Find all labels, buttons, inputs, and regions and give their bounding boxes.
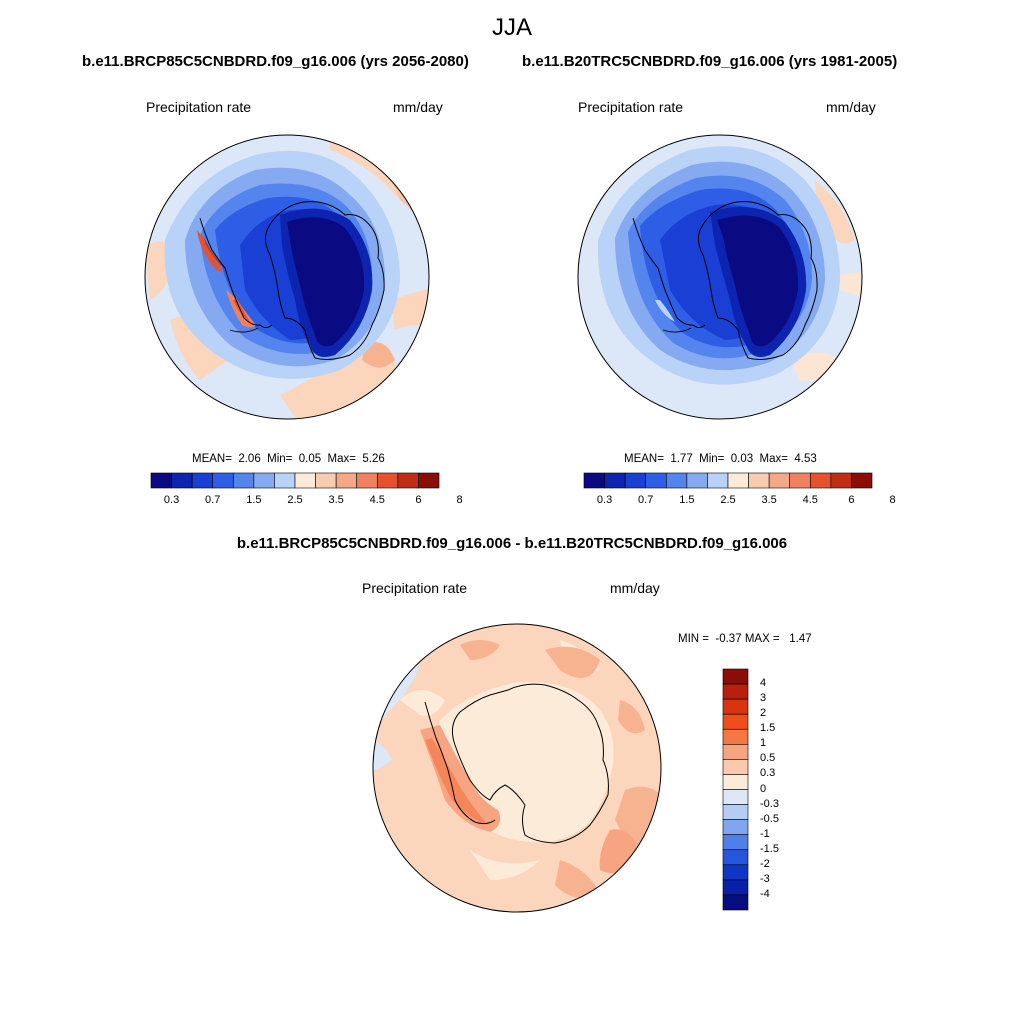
stats-historical: MEAN= 1.77 Min= 0.03 Max= 4.53 bbox=[624, 453, 817, 465]
max-value: 4.53 bbox=[794, 453, 817, 465]
colorbar-tick-label: -0.3 bbox=[760, 797, 779, 810]
min-label: Min= bbox=[267, 453, 293, 465]
min-label: MIN = bbox=[678, 633, 709, 645]
colorbar-ticks-future: 0.3 0.7 1.5 2.5 3.5 4.5 6 8 bbox=[0, 494, 1024, 508]
colorbar-tick-label: 0.5 bbox=[760, 752, 776, 765]
variable-label-difference: Precipitation rate bbox=[362, 580, 468, 596]
colorbar-tick-label: 1 bbox=[760, 737, 767, 750]
colorbar-tick-label: 4.5 bbox=[369, 494, 385, 506]
colorbar-tick-label: 1.5 bbox=[679, 494, 695, 506]
colorbar-tick-label: 0.7 bbox=[205, 494, 221, 506]
colorbar-future bbox=[150, 472, 440, 489]
mean-label: MEAN= bbox=[624, 453, 664, 465]
mean-label: MEAN= bbox=[192, 453, 232, 465]
colorbar-tick-label: -1 bbox=[760, 827, 770, 840]
colorbar-tick-label: 1.5 bbox=[246, 494, 262, 506]
units-label-difference: mm/day bbox=[610, 580, 660, 596]
max-label: Max= bbox=[327, 453, 356, 465]
min-value: 0.05 bbox=[298, 453, 322, 465]
colorbar-tick-label: 2 bbox=[760, 707, 767, 720]
colorbar-tick-label: -2 bbox=[760, 857, 770, 870]
colorbar-tick-label: 0.3 bbox=[760, 767, 776, 780]
colorbar-tick-label: 8 bbox=[456, 494, 463, 506]
map-border bbox=[372, 623, 662, 913]
colorbar-tick-label: 0.3 bbox=[596, 494, 613, 506]
variable-label-future: Precipitation rate bbox=[146, 99, 252, 115]
mean-value: 2.06 bbox=[238, 453, 261, 465]
colorbar-tick-label: 0 bbox=[760, 782, 767, 795]
map-difference bbox=[372, 623, 662, 913]
max-value: 1.47 bbox=[789, 633, 812, 645]
colorbar-tick-label: -0.5 bbox=[760, 812, 779, 825]
max-label: MAX = bbox=[744, 633, 780, 645]
max-value: 5.26 bbox=[362, 453, 385, 465]
colorbar-tick-label: 2.5 bbox=[287, 494, 303, 506]
stats-difference: MIN = -0.37 MAX = 1.47 bbox=[678, 633, 812, 645]
colorbar-tick-label: 2.5 bbox=[720, 494, 736, 506]
colorbar-tick-label: 6 bbox=[848, 494, 855, 506]
colorbar-tick-label: 0.7 bbox=[638, 494, 654, 506]
stats-future: MEAN= 2.06 Min= 0.05 Max= 5.26 bbox=[192, 453, 385, 465]
colorbar-difference bbox=[722, 668, 749, 911]
colorbar-tick-label: -1.5 bbox=[760, 842, 779, 855]
map-border bbox=[144, 134, 430, 420]
figure-title: JJA bbox=[491, 14, 532, 41]
colorbar-cell bbox=[722, 894, 749, 911]
mean-value: 1.77 bbox=[670, 453, 693, 465]
colorbar-tick-label: 3.5 bbox=[328, 494, 344, 506]
colorbar-tick-label: 3.5 bbox=[761, 494, 777, 506]
min-value: 0.03 bbox=[730, 453, 754, 465]
colorbar-tick-label: 4 bbox=[760, 677, 767, 690]
colorbar-tick-label: 0.3 bbox=[163, 494, 180, 506]
variable-label-historical: Precipitation rate bbox=[578, 99, 684, 115]
colorbar-tick-label: 4.5 bbox=[802, 494, 818, 506]
colorbar-tick-label: -3 bbox=[760, 872, 770, 885]
colorbar-tick-label: 1.5 bbox=[760, 722, 776, 735]
min-label: Min= bbox=[699, 453, 725, 465]
units-label-future: mm/day bbox=[393, 99, 443, 115]
colorbar-cell bbox=[851, 472, 873, 489]
panel-title-difference: b.e11.BRCP85C5CNBDRD.f09_g16.006 - b.e11… bbox=[236, 535, 788, 552]
panel-title-historical: b.e11.B20TRC5CNBDRD.f09_g16.006 (yrs 198… bbox=[522, 53, 898, 70]
colorbar-tick-label: 3 bbox=[760, 692, 767, 705]
max-label: Max= bbox=[759, 453, 788, 465]
panel-title-future: b.e11.BRCP85C5CNBDRD.f09_g16.006 (yrs 20… bbox=[82, 53, 469, 70]
min-value: -0.37 bbox=[715, 633, 742, 645]
colorbar-tick-label: 6 bbox=[415, 494, 422, 506]
colorbar-tick-label: -4 bbox=[760, 887, 770, 900]
colorbar-tick-label: 8 bbox=[889, 494, 896, 506]
colorbar-ticks-historical: 0.3 0.7 1.5 2.5 3.5 4.5 6 8 bbox=[0, 494, 1024, 508]
colorbar-cell bbox=[418, 472, 440, 489]
colorbar-historical bbox=[583, 472, 873, 489]
units-label-historical: mm/day bbox=[826, 99, 876, 115]
map-future bbox=[144, 134, 430, 420]
map-border bbox=[577, 134, 863, 420]
map-historical bbox=[577, 134, 863, 420]
